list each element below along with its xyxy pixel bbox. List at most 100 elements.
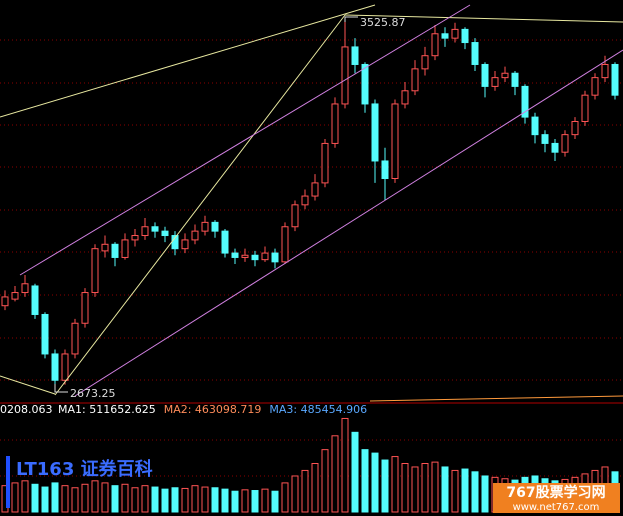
candle-body [591,77,599,96]
candle-body [281,226,289,263]
candle-body [571,120,579,136]
candle-body [541,134,549,144]
volume-bar [91,480,99,513]
candle-body [161,230,169,237]
volume-bar [281,482,289,513]
candle-body [131,235,139,241]
candle-body [401,90,409,105]
volume-bar [361,449,369,513]
volume-bar [11,482,19,513]
volume-bar [411,466,419,513]
price-pane [1,18,619,392]
volume-bar [141,485,149,513]
volume-bar [111,485,119,513]
ma-label: MA1: 511652.625 [58,403,156,416]
trend-lines [0,4,623,404]
candle-body [121,239,129,258]
low-label: 2673.25 [70,387,116,400]
candle-body [441,33,449,39]
volume-bar [481,475,489,513]
volume-bar [381,459,389,513]
volume-bar [451,469,459,513]
candle-body [351,46,359,65]
volume-bar [391,456,399,513]
volume-bar [291,475,299,513]
volume-bar [331,435,339,513]
candle-body [291,204,299,228]
volume-bar [151,486,159,513]
candle-body [341,46,349,105]
candle-body [391,103,399,180]
volume-bar [211,487,219,513]
candle-body [481,63,489,87]
volume-bar [131,487,139,513]
volume-bar [241,489,249,513]
candle-body [611,63,619,96]
candle-body [11,292,19,300]
candle-body [551,142,559,153]
watermark-url: www.net767.com [513,502,600,513]
candle-body [331,103,339,144]
volume-bar [321,449,329,513]
candle-body [181,239,189,250]
candle-body [361,63,369,105]
candle-body [91,248,99,294]
candle-body [221,230,229,254]
candle-body [51,353,59,381]
volume-bar [101,482,109,513]
candle-body [371,103,379,162]
candle-body [141,226,149,237]
candle-body [531,116,539,136]
volume-bar [81,483,89,513]
candle-body [451,28,459,39]
volume-bar [61,485,69,513]
volume-bar [181,487,189,513]
volume-bar [271,490,279,513]
ma-label: MA2: 463098.719 [164,403,262,416]
volume-bar [191,485,199,513]
volume-bar [421,463,429,513]
candle-body [261,252,269,261]
volume-bar [401,463,409,513]
candle-body [491,77,499,87]
ma-labels: MA1: 511652.625 MA2: 463098.719 MA3: 48545… [58,403,367,416]
candle-body [311,182,319,197]
candle-body [101,243,109,252]
watermark-bar [6,456,10,508]
watermark-left: LT163 证券百科 [16,458,153,480]
candle-body [521,85,529,118]
candle-body [81,292,89,324]
candle-body [251,254,259,261]
volume-bar [161,488,169,513]
candle-body [471,42,479,65]
candle-body [561,134,569,153]
candle-body [381,160,389,180]
volume-bar [311,463,319,513]
volume-bar [71,487,79,513]
volume-bar [351,431,359,513]
candle-body [431,33,439,57]
candle-body [191,230,199,241]
candle-body [301,195,309,206]
volume-bar [471,471,479,513]
candle-body [41,313,49,355]
volume-bar [251,490,259,513]
candle-body [61,353,69,381]
candle-body [151,226,159,232]
candle-body [501,72,509,79]
candle-body [241,254,249,258]
volume-bar [201,486,209,513]
watermark-box [493,483,620,513]
candle-body [581,94,589,122]
candle-body [71,322,79,355]
volume-bar [261,488,269,513]
candle-body [271,252,279,263]
volume-bar [21,480,29,513]
ma-label: MA3: 485454.906 [269,403,367,416]
volume-bar [31,483,39,513]
volume-bar [51,482,59,513]
candle-body [31,285,39,315]
candle-body [511,72,519,87]
volume-bar [171,487,179,513]
volume-bar [121,483,129,513]
